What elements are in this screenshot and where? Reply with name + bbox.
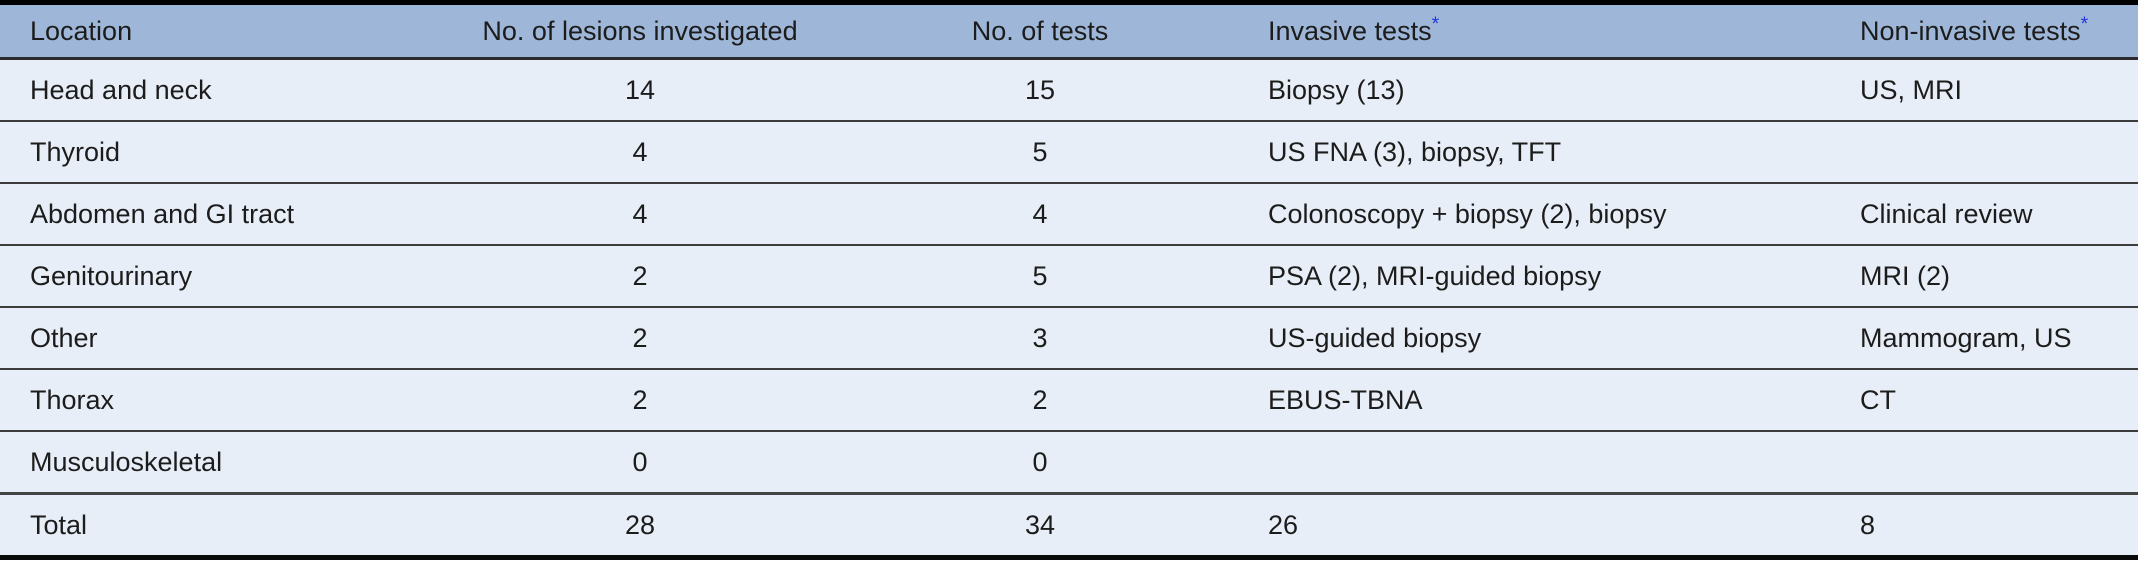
location-cell: Genitourinary: [0, 244, 440, 307]
lesions-cell: 4: [440, 182, 840, 245]
tests-cell: 5: [840, 120, 1240, 183]
invasive-cell: EBUS-TBNA: [1240, 368, 1830, 431]
column-header-lesions-label: No. of lesions investigated: [482, 15, 798, 46]
tests-cell: 4: [840, 182, 1240, 245]
noninvasive-cell: CT: [1830, 368, 2138, 431]
column-header-lesions: No. of lesions investigated: [440, 2, 840, 60]
table-body: Head and neck 14 15 Biopsy (13) US, MRI …: [0, 58, 2138, 558]
location-cell: Head and neck: [0, 58, 440, 121]
lesions-cell: 2: [440, 306, 840, 369]
noninvasive-cell: Mammogram, US: [1830, 306, 2138, 369]
column-header-noninvasive-label: Non-invasive tests: [1860, 15, 2081, 46]
invasive-cell: [1240, 430, 1830, 494]
column-header-invasive-label: Invasive tests: [1268, 15, 1432, 46]
tests-cell: 3: [840, 306, 1240, 369]
column-header-location-label: Location: [30, 15, 133, 46]
column-header-location: Location: [0, 2, 440, 60]
invasive-cell: PSA (2), MRI-guided biopsy: [1240, 244, 1830, 307]
lesions-cell: 2: [440, 244, 840, 307]
location-cell: Thorax: [0, 368, 440, 431]
lesions-cell: 2: [440, 368, 840, 431]
total-row: Total 28 34 26 8: [0, 492, 2138, 558]
column-header-invasive: Invasive tests*: [1240, 2, 1830, 60]
table-row: Abdomen and GI tract 4 4 Colonoscopy + b…: [0, 182, 2138, 245]
tests-cell: 34: [840, 492, 1240, 558]
lesions-cell: 0: [440, 430, 840, 494]
table-row: Genitourinary 2 5 PSA (2), MRI-guided bi…: [0, 244, 2138, 307]
location-cell: Musculoskeletal: [0, 430, 440, 494]
noninvasive-cell: US, MRI: [1830, 58, 2138, 121]
column-header-tests: No. of tests: [840, 2, 1240, 60]
invasive-cell: Colonoscopy + biopsy (2), biopsy: [1240, 182, 1830, 245]
noninvasive-cell: [1830, 120, 2138, 183]
invasive-cell: 26: [1240, 492, 1830, 558]
footnote-asterisk-marker: *: [2080, 12, 2089, 35]
invasive-cell: US FNA (3), biopsy, TFT: [1240, 120, 1830, 183]
table-row: Thyroid 4 5 US FNA (3), biopsy, TFT: [0, 120, 2138, 183]
header-row: Location No. of lesions investigated No.…: [0, 2, 2138, 60]
noninvasive-cell: Clinical review: [1830, 182, 2138, 245]
table-row: Other 2 3 US-guided biopsy Mammogram, US: [0, 306, 2138, 369]
lesions-cell: 14: [440, 58, 840, 121]
invasive-cell: Biopsy (13): [1240, 58, 1830, 121]
tests-cell: 5: [840, 244, 1240, 307]
tests-cell: 2: [840, 368, 1240, 431]
table-header: Location No. of lesions investigated No.…: [0, 2, 2138, 60]
noninvasive-cell: MRI (2): [1830, 244, 2138, 307]
lesions-cell: 28: [440, 492, 840, 558]
invasive-cell: US-guided biopsy: [1240, 306, 1830, 369]
column-header-tests-label: No. of tests: [971, 15, 1109, 46]
table-row: Thorax 2 2 EBUS-TBNA CT: [0, 368, 2138, 431]
table-row: Musculoskeletal 0 0: [0, 430, 2138, 494]
column-header-noninvasive: Non-invasive tests*: [1830, 2, 2138, 60]
noninvasive-cell: [1830, 430, 2138, 494]
lesions-cell: 4: [440, 120, 840, 183]
location-cell: Thyroid: [0, 120, 440, 183]
tests-cell: 0: [840, 430, 1240, 494]
tests-cell: 15: [840, 58, 1240, 121]
location-cell: Other: [0, 306, 440, 369]
table-row: Head and neck 14 15 Biopsy (13) US, MRI: [0, 58, 2138, 121]
location-cell: Total: [0, 492, 440, 558]
noninvasive-cell: 8: [1830, 492, 2138, 558]
footnote-asterisk-marker: *: [1431, 12, 1440, 35]
location-cell: Abdomen and GI tract: [0, 182, 440, 245]
